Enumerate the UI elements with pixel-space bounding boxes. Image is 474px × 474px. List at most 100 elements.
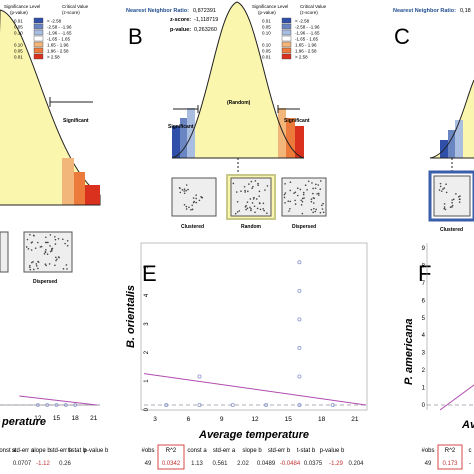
tail-a-3 (85, 185, 100, 205)
dots-a (25, 233, 69, 271)
sig-row-z: 1.65 - 1.96 (47, 43, 69, 48)
pattern-dot (45, 264, 47, 267)
pattern-dot (29, 233, 31, 236)
sig-row-swatch (281, 23, 292, 30)
stats-header: slope b (242, 448, 262, 454)
pattern-dot (259, 202, 261, 205)
pattern-dot (314, 187, 317, 190)
stats-value: 49 (425, 461, 432, 467)
stats-value: 49 (145, 461, 152, 467)
pattern-dot (307, 180, 310, 183)
pattern-dot (32, 268, 35, 271)
pattern-dot (445, 183, 447, 185)
nn-ratio-b-value: 0,872391 (193, 8, 216, 14)
sig-a-hdr-r1: Critical Value (62, 4, 89, 9)
tail-b-5 (286, 118, 295, 158)
pattern-dot (439, 185, 442, 188)
box-b-label-3: Dispersed (292, 224, 316, 230)
pattern-dot (47, 241, 49, 244)
y-tick-label: 4 (144, 293, 150, 297)
pattern-dot (258, 190, 261, 193)
sig-row-p: 0.05 (262, 49, 271, 54)
data-point (230, 402, 235, 407)
pattern-dot (64, 242, 66, 245)
sig-row-z: -1.96 - -1.65 (47, 31, 72, 36)
pattern-dot (37, 267, 39, 270)
stats-value: -0.0484 (280, 461, 301, 467)
pattern-dot (44, 263, 47, 265)
pattern-dot (34, 247, 37, 249)
stats-value: 0.0489 (257, 461, 276, 467)
sig-row-p: 0.10 (262, 31, 271, 36)
pattern-dot (54, 264, 56, 267)
z-b-label: z-score: (170, 17, 191, 23)
pattern-dot (314, 210, 317, 213)
pattern-dot (238, 210, 241, 212)
pattern-dot (310, 198, 313, 200)
pattern-dot (294, 191, 297, 194)
sig-row-p: 0.01 (262, 19, 271, 24)
pattern-dot (443, 187, 446, 189)
pattern-dot (240, 190, 242, 192)
pattern-dot (250, 209, 252, 212)
nn-ratio-c-value: 0,18 (460, 8, 471, 14)
pattern-dot (283, 193, 286, 196)
pattern-dot (284, 202, 286, 204)
pattern-dot (301, 197, 304, 200)
pattern-dot (317, 184, 320, 186)
x-tick-label: 15 (285, 416, 293, 423)
sig-row-p: 0.10 (14, 31, 23, 36)
panel-a-top: Significant Significance Level (p-value)… (0, 4, 101, 285)
pattern-dot (185, 184, 188, 186)
data-point (164, 402, 169, 407)
data-point (264, 402, 269, 407)
pattern-dot (455, 193, 457, 195)
pattern-dot (40, 245, 43, 248)
pattern-dot (315, 208, 317, 211)
stats-highlight-box (437, 444, 463, 470)
stats-value: 0.0375 (304, 461, 323, 467)
pattern-dot (443, 207, 446, 210)
sig-row-swatch (281, 17, 292, 24)
pattern-dot (66, 240, 69, 242)
pattern-dot (55, 259, 57, 262)
pattern-dot (244, 191, 246, 193)
pattern-dot (459, 195, 461, 197)
pattern-dot (201, 196, 204, 199)
pattern-dot (443, 206, 446, 208)
dots-b (178, 180, 325, 215)
sig-a-hdr-l2: (p-value) (10, 10, 28, 15)
tail-a-1 (62, 158, 74, 205)
pattern-dot (65, 264, 68, 266)
pattern-dot (289, 189, 292, 192)
pattern-dot (236, 211, 239, 213)
sig-row-p: 0.10 (262, 43, 271, 48)
pattern-dot (301, 212, 304, 215)
pattern-dot (191, 204, 193, 207)
pattern-dot (191, 208, 194, 211)
sig-row-swatch (33, 47, 44, 54)
pattern-dot (288, 210, 290, 212)
pattern-dot (190, 208, 192, 211)
pattern-dot (188, 206, 190, 209)
pattern-dot (236, 200, 239, 203)
ticks-d: 12 15 18 21 (34, 415, 98, 422)
pattern-dot (444, 208, 447, 211)
regression-line (143, 373, 367, 406)
pattern-dot (458, 196, 460, 198)
pattern-dot (37, 241, 39, 244)
pattern-dot (316, 192, 318, 195)
panel-b-top: B Nearest Neighbor Ratio: 0,872391 z-sco… (126, 1, 327, 230)
panel-f-letter: F (418, 261, 431, 286)
y-tick-label: 0 (422, 403, 426, 409)
pattern-dot (302, 193, 305, 196)
chart-f-marks: 0 1 2 3 4 5 6 7 8 9 (422, 246, 474, 411)
sig-row-swatch (281, 35, 292, 42)
pattern-dot (181, 188, 184, 191)
box-b-clustered (171, 177, 217, 217)
y-tick-label: 1 (422, 386, 426, 392)
pattern-dot (185, 189, 187, 192)
pattern-dot (244, 189, 246, 192)
y-tick-label: 2 (422, 368, 426, 374)
